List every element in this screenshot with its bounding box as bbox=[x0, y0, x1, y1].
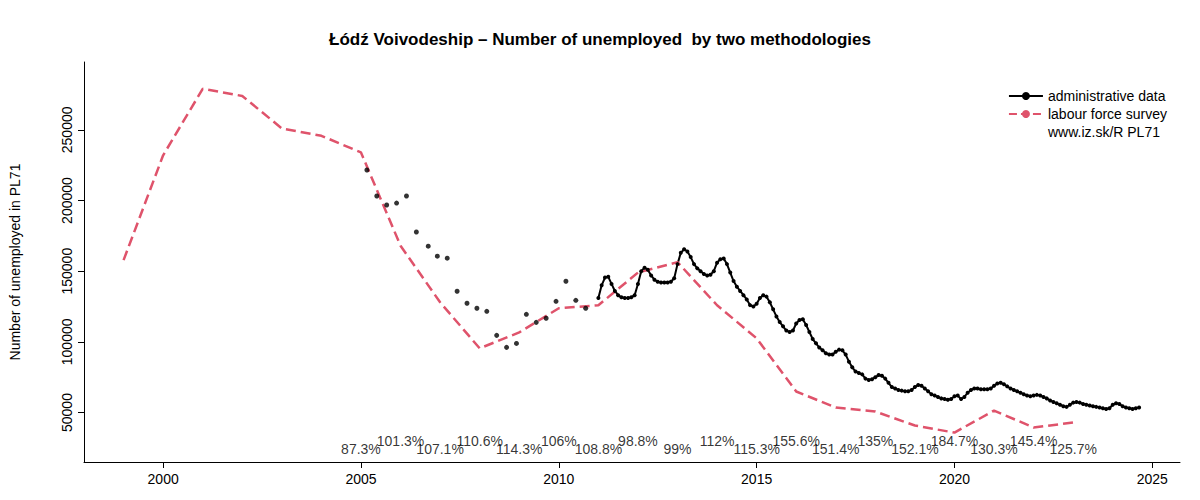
svg-text:2020: 2020 bbox=[939, 471, 970, 487]
svg-text:101.3%: 101.3% bbox=[376, 432, 425, 449]
svg-text:2015: 2015 bbox=[741, 471, 772, 487]
svg-text:125.7%: 125.7% bbox=[1049, 441, 1096, 457]
svg-text:110.6%: 110.6% bbox=[456, 432, 503, 449]
svg-text:99%: 99% bbox=[663, 441, 691, 457]
svg-text:Łódź Voivodeship – Number of u: Łódź Voivodeship – Number of unemployed … bbox=[329, 30, 871, 49]
svg-text:2025: 2025 bbox=[1137, 471, 1168, 487]
svg-text:130.3%: 130.3% bbox=[970, 441, 1018, 458]
svg-text:107.1%: 107.1% bbox=[416, 441, 464, 458]
svg-text:106%: 106% bbox=[541, 433, 577, 449]
svg-text:100000: 100000 bbox=[59, 318, 75, 365]
svg-text:250000: 250000 bbox=[59, 106, 75, 153]
svg-text:145.4%: 145.4% bbox=[1009, 432, 1058, 449]
svg-text:114.3%: 114.3% bbox=[496, 441, 542, 457]
svg-text:152.1%: 152.1% bbox=[891, 441, 939, 458]
svg-text:155.6%: 155.6% bbox=[772, 432, 820, 449]
svg-text:2000: 2000 bbox=[148, 471, 179, 487]
svg-text:112%: 112% bbox=[700, 433, 735, 449]
svg-text:135%: 135% bbox=[857, 433, 893, 449]
svg-text:administrative data: administrative data bbox=[1048, 88, 1166, 104]
svg-text:labour force survey: labour force survey bbox=[1048, 106, 1167, 122]
svg-text:200000: 200000 bbox=[59, 177, 75, 224]
svg-text:98.8%: 98.8% bbox=[618, 433, 658, 449]
svg-text:Number of unemployed in PL71: Number of unemployed in PL71 bbox=[7, 163, 23, 360]
svg-text:151.4%: 151.4% bbox=[812, 441, 859, 457]
svg-text:50000: 50000 bbox=[59, 393, 75, 432]
svg-text:108.8%: 108.8% bbox=[575, 441, 622, 457]
svg-text:184.7%: 184.7% bbox=[930, 432, 979, 449]
svg-text:87.3%: 87.3% bbox=[341, 441, 381, 457]
svg-text:2005: 2005 bbox=[345, 471, 376, 487]
svg-text:www.iz.sk/R PL71: www.iz.sk/R PL71 bbox=[1047, 124, 1160, 140]
svg-text:150000: 150000 bbox=[59, 248, 75, 295]
svg-text:115.3%: 115.3% bbox=[733, 441, 780, 458]
svg-text:2010: 2010 bbox=[543, 471, 574, 487]
